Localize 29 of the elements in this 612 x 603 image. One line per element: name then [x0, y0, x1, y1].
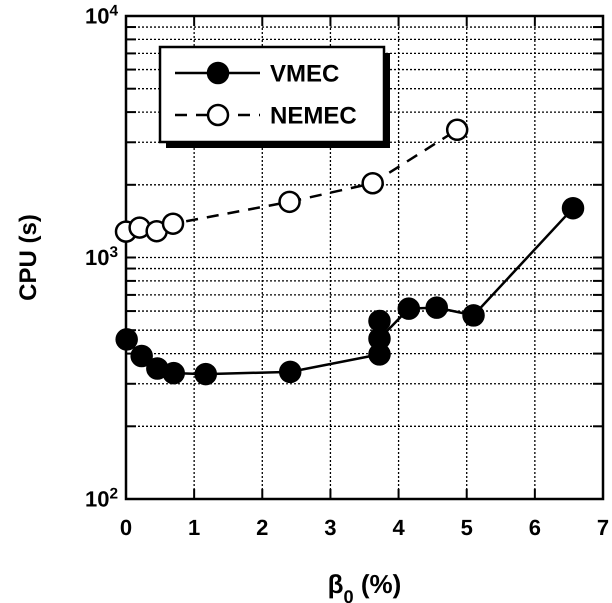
point	[446, 118, 468, 142]
x-axis-title: β$_{0}$ (%)	[328, 569, 402, 603]
legend-label: VMEC	[270, 60, 340, 88]
y-axis-title: CPU (s)	[15, 214, 42, 301]
point	[278, 360, 302, 384]
x-tick-label: 7	[596, 515, 610, 540]
point	[145, 220, 168, 242]
point	[425, 296, 448, 319]
x-tick-label: 3	[324, 515, 337, 540]
y-tick-label: 10$^{3}$	[84, 244, 118, 270]
point	[194, 362, 217, 386]
x-tick-label: 2	[256, 515, 268, 540]
y-tick-label: 10$^{2}$	[84, 485, 118, 512]
y-tick-label: 10$^{4}$	[84, 2, 118, 29]
x-tick-label: 1	[188, 515, 200, 540]
point	[462, 304, 485, 327]
point	[562, 196, 584, 220]
x-tick-label: 0	[120, 515, 132, 540]
point	[115, 328, 138, 351]
point	[162, 212, 184, 235]
x-tick-label: 6	[528, 515, 541, 540]
x-tick-label: 4	[392, 515, 406, 540]
point	[162, 362, 185, 384]
legend-label: NEMEC	[270, 102, 357, 130]
point	[361, 172, 384, 194]
point	[278, 190, 301, 214]
x-tick-label: 5	[460, 515, 473, 540]
point	[398, 297, 420, 320]
point	[130, 344, 153, 368]
